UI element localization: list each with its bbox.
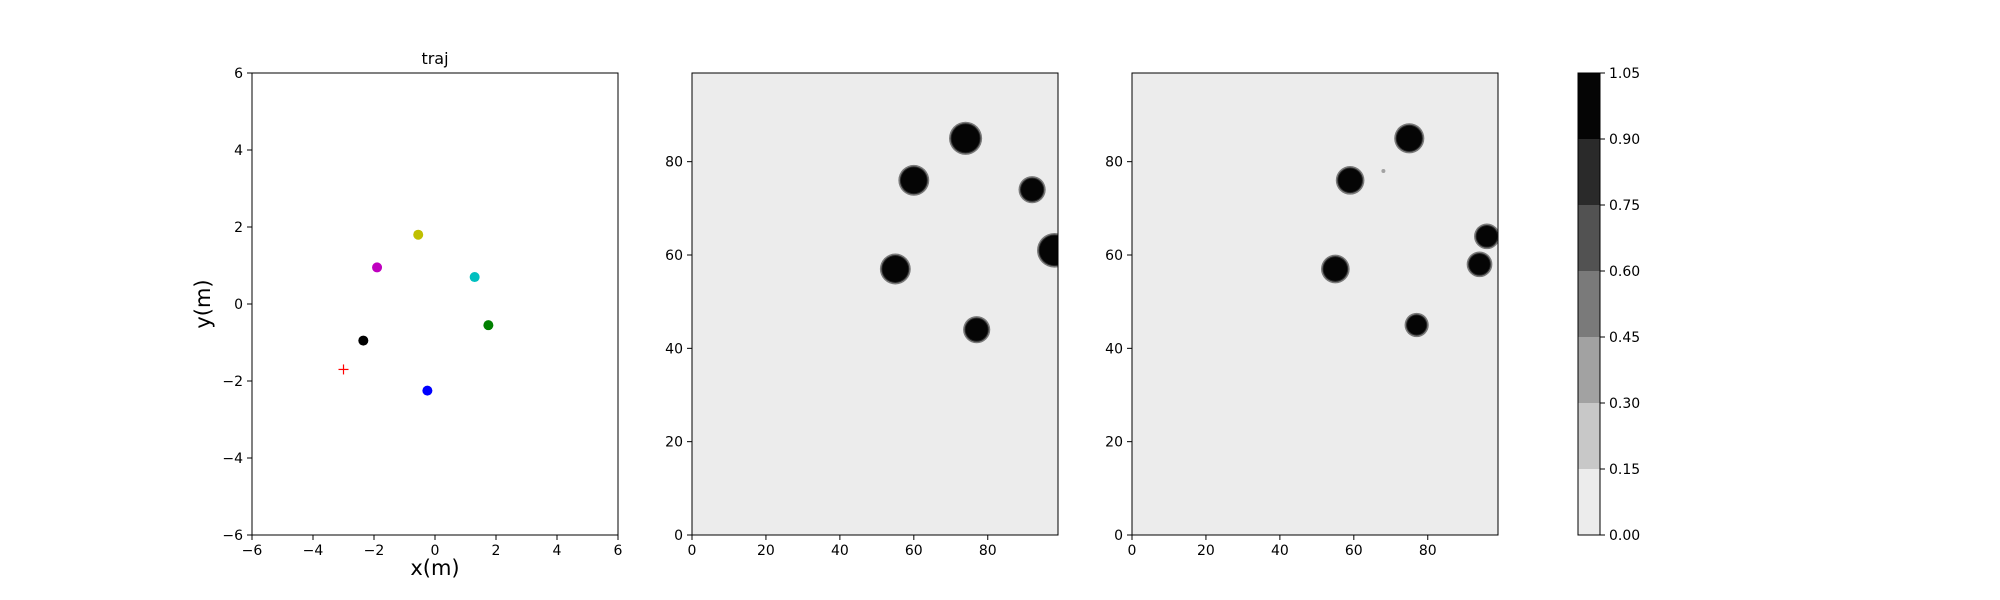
axes-frame <box>691 72 1059 536</box>
x-tick-label: 40 <box>831 543 849 559</box>
colorbar-band <box>1578 271 1600 337</box>
colorbar-tick-label: 0.90 <box>1609 132 1640 148</box>
obstacle-blob <box>1407 315 1427 335</box>
colorbar-tick-label: 0.30 <box>1609 396 1640 412</box>
y-tick-label: 0 <box>1114 528 1123 544</box>
y-tick-label: 0 <box>234 297 243 313</box>
data-points <box>338 229 494 396</box>
colorbar-band <box>1578 73 1600 139</box>
x-tick-label: 60 <box>905 543 923 559</box>
colorbar-band <box>1578 337 1600 403</box>
goal-marker <box>338 364 349 375</box>
colorbar: 0.00 0.15 0.30 0.45 0.60 0.75 0.90 1.05 <box>1577 66 1640 544</box>
colorbar-tick-label: 0.60 <box>1609 264 1640 280</box>
y-tick-label: 20 <box>1105 435 1123 451</box>
heatmap-cells <box>1132 73 1498 535</box>
x-tick-label: 20 <box>1197 543 1215 559</box>
obstacle-blob <box>1338 168 1362 193</box>
x-tick-label: −4 <box>303 543 324 559</box>
agent-point <box>413 229 424 240</box>
y-tick-label: −6 <box>222 528 243 544</box>
heatmap-background <box>692 73 1058 535</box>
colorbar-band <box>1578 469 1600 535</box>
x-tick-label: 40 <box>1271 543 1289 559</box>
y-tick-label: 40 <box>665 341 683 357</box>
obstacle-blob <box>1396 125 1422 151</box>
y-tick-label: 60 <box>1105 248 1123 264</box>
obstacle-blob <box>882 256 909 282</box>
agent-point <box>422 385 433 396</box>
x-tick-label: 2 <box>492 543 501 559</box>
colorbar-tick-label: 0.00 <box>1609 528 1640 544</box>
y-tick-label: −2 <box>222 374 243 390</box>
y-axis-label: y(m) <box>191 279 215 328</box>
obstacle-blob <box>1381 169 1386 173</box>
obstacle-blob <box>965 318 988 341</box>
axis-ticks: 0 20 40 60 80 0 20 40 60 80 <box>665 72 1059 559</box>
x-tick-label: 60 <box>1345 543 1363 559</box>
x-axis-label: x(m) <box>410 556 459 580</box>
obstacle-blobs <box>879 121 1058 344</box>
colorbar-frame <box>1577 72 1601 536</box>
x-tick-label: 0 <box>1128 543 1137 559</box>
colorbar-tick-label: 0.45 <box>1609 330 1640 346</box>
colorbar-tick-label: 0.75 <box>1609 198 1640 214</box>
y-tick-label: 2 <box>234 220 243 236</box>
colorbar-band <box>1578 139 1600 205</box>
occupancy-map-predicted: 0 20 40 60 80 0 20 40 60 80 <box>1105 72 1499 559</box>
x-tick-label: 0 <box>431 543 440 559</box>
agent-point <box>358 335 369 346</box>
colorbar-tick-label: 1.05 <box>1609 66 1640 82</box>
heatmap-background <box>1132 73 1498 535</box>
axes-frame <box>251 72 619 536</box>
obstacle-blob <box>1323 257 1348 281</box>
obstacle-blob <box>1476 225 1498 247</box>
y-tick-label: 4 <box>234 143 243 159</box>
occupancy-map-ground-truth: 0 20 40 60 80 0 20 40 60 80 <box>665 72 1059 559</box>
x-tick-label: 6 <box>614 543 623 559</box>
y-tick-label: 80 <box>665 155 683 171</box>
x-tick-label: 80 <box>979 543 997 559</box>
y-tick-label: 6 <box>234 66 243 82</box>
axes-frame <box>1131 72 1499 536</box>
x-tick-label: 0 <box>688 543 697 559</box>
obstacle-blob <box>900 167 927 194</box>
obstacle-blob <box>951 124 980 153</box>
chart-title: traj <box>421 49 448 68</box>
x-tick-label: −6 <box>242 543 263 559</box>
x-tick-label: 20 <box>757 543 775 559</box>
agent-point <box>372 262 383 273</box>
x-tick-label: −2 <box>364 543 385 559</box>
x-tick-label: 80 <box>1419 543 1437 559</box>
agent-point <box>469 272 480 283</box>
obstacle-blob <box>1021 178 1044 201</box>
obstacle-blobs <box>1321 123 1498 338</box>
y-tick-label: 60 <box>665 248 683 264</box>
trajectory-scatter-plot: traj x(m) y(m) −6 −4 −2 0 2 4 6 −6 −4 −2 0 2 4 6 <box>191 49 623 580</box>
colorbar-band <box>1578 403 1600 469</box>
agent-point <box>483 320 494 331</box>
heatmap-cells <box>692 73 1058 535</box>
obstacle-blob <box>1039 235 1058 266</box>
colorbar-tick-label: 0.15 <box>1609 462 1640 478</box>
obstacle-blob <box>1469 253 1490 275</box>
y-tick-label: −4 <box>222 451 243 467</box>
axis-ticks: −6 −4 −2 0 2 4 6 −6 −4 −2 0 2 4 6 <box>222 66 622 559</box>
y-tick-label: 80 <box>1105 155 1123 171</box>
colorbar-band <box>1578 205 1600 271</box>
y-tick-label: 40 <box>1105 341 1123 357</box>
x-tick-label: 4 <box>553 543 562 559</box>
y-tick-label: 0 <box>674 528 683 544</box>
y-tick-label: 20 <box>665 435 683 451</box>
axis-ticks: 0 20 40 60 80 0 20 40 60 80 <box>1105 72 1499 559</box>
